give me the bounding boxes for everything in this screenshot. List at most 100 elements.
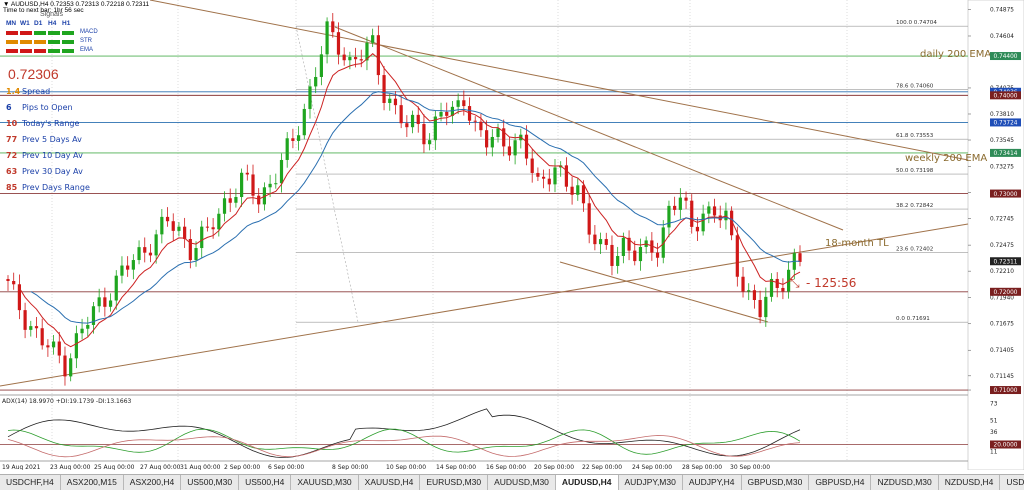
chart-tab[interactable]: EURUSD,M30: [420, 475, 489, 490]
candle-body: [673, 205, 677, 210]
timeframe-w1: W1: [20, 20, 30, 27]
candle-body: [194, 248, 198, 261]
info-row: 85 Prev Days Range: [6, 183, 90, 192]
info-row: 1.4 Spread: [6, 87, 50, 96]
chart-tab[interactable]: AUDJPY,H4: [683, 475, 742, 490]
price-tag: [990, 148, 1021, 157]
info-value: 6: [6, 103, 12, 112]
candle-body: [690, 200, 694, 227]
signal-bar: [6, 49, 18, 53]
candle-body: [165, 216, 170, 222]
chart-tab[interactable]: US500,M30: [181, 475, 240, 490]
time-axis-label: 20 Sep 00:00: [534, 464, 574, 470]
candle-body: [46, 345, 50, 348]
chart-tab[interactable]: ASX200,M15: [61, 475, 124, 490]
chart-tab[interactable]: AUDUSD,H4: [555, 475, 619, 490]
candle-body: [627, 237, 631, 251]
candle-body: [479, 121, 483, 131]
candle-body: [319, 54, 323, 77]
price-tag-label: 0.73724: [994, 121, 1018, 127]
candle-body: [336, 32, 341, 55]
candle-body: [610, 244, 614, 266]
chart-tab[interactable]: NZDUSD,H4: [939, 475, 1001, 490]
candle-body: [29, 326, 33, 330]
candle-body: [217, 213, 221, 230]
price-axis-label: 0.72475: [990, 243, 1014, 249]
candle-body: [137, 247, 141, 261]
price-tag: [990, 118, 1021, 127]
info-label: Today's Range: [22, 119, 80, 128]
chart-tab[interactable]: GBPUSD,M30: [742, 475, 810, 490]
chart-tab[interactable]: ASX200,H4: [124, 475, 182, 490]
info-row: 6 Pips to Open: [6, 103, 73, 112]
info-value: 10: [6, 119, 18, 128]
candle-body: [524, 134, 529, 159]
candle-body: [764, 296, 768, 318]
minus-di-line: [7, 435, 801, 458]
candle-body: [154, 234, 158, 256]
candle-body: [103, 297, 107, 307]
current-price: 0.72306: [8, 66, 59, 82]
info-label: Prev Days Range: [22, 183, 90, 192]
candle-body: [678, 197, 682, 210]
price-chart[interactable]: 100.0 0.74704 78.6 0.74060 61.8 0.73553 50.…: [0, 0, 1024, 471]
countdown-label: - 125:56: [806, 276, 856, 290]
candle-body: [251, 174, 255, 196]
signal-label: STR: [80, 38, 92, 44]
candle-body: [245, 172, 249, 175]
chart-tab[interactable]: NZDUSD,M30: [871, 475, 939, 490]
chart-tab[interactable]: USD: [1000, 475, 1024, 490]
candle-body: [371, 35, 375, 43]
chart-tab[interactable]: XAUUSD,M30: [291, 475, 359, 490]
channel-support-line: [559, 261, 769, 323]
price-tag: [990, 91, 1021, 100]
chart-tab[interactable]: AUDJPY,M30: [619, 475, 683, 490]
candle-body: [120, 265, 124, 276]
price-axis-label: 0.71405: [990, 348, 1014, 354]
candle-body: [450, 106, 455, 116]
candle-body: [23, 310, 27, 330]
price-tag-label: 0.72000: [994, 290, 1018, 296]
info-value: 1.4: [6, 87, 21, 96]
candle-body: [126, 265, 130, 270]
symbol-tab-bar: USDCHF,H4 ASX200,M15 ASX200,H4 US500,M30 US5…: [0, 474, 1024, 490]
candle-body: [12, 280, 16, 285]
candle-body: [416, 114, 420, 125]
chart-tab[interactable]: XAUUSD,H4: [359, 475, 421, 490]
bar-timer-line: Time to next bar: 1hr 56 sec: [3, 7, 84, 14]
candle-body: [63, 355, 67, 377]
chart-tab[interactable]: USDCHF,H4: [0, 475, 61, 490]
signals-title: Signals: [40, 11, 63, 18]
time-axis-label: 2 Sep 00:00: [224, 464, 260, 470]
candle-body: [775, 278, 779, 288]
candle-body: [348, 57, 352, 61]
candle-body: [707, 206, 711, 214]
candle-body: [51, 341, 56, 348]
candle-body: [114, 275, 118, 301]
info-row: 77 Prev 5 Days Av: [6, 135, 82, 144]
time-axis-label: 31 Aug 00:00: [180, 464, 221, 470]
chart-tab[interactable]: GBPUSD,H4: [809, 475, 872, 490]
candle-body: [17, 284, 21, 311]
time-axis-label: 16 Sep 00:00: [486, 464, 526, 470]
candle-body: [314, 76, 318, 87]
candle-body: [752, 290, 757, 300]
chart-tab[interactable]: US500,H4: [239, 475, 292, 490]
candle-body: [490, 136, 494, 148]
timeframe-mn: MN: [6, 20, 17, 27]
candle-body: [433, 116, 437, 141]
candle-body: [325, 21, 329, 55]
eighteen-month-tl-label: 18-month TL: [825, 238, 889, 249]
info-value: 72: [6, 151, 18, 160]
candle-body: [741, 276, 745, 292]
signal-bar: [6, 40, 18, 44]
candle-body: [359, 59, 363, 61]
candle-body: [240, 172, 244, 198]
time-axis-label: 27 Aug 00:00: [140, 464, 181, 470]
candle-body: [576, 185, 580, 195]
price-tag-label: 0.71000: [994, 388, 1018, 394]
candle-body: [547, 178, 551, 185]
candle-body: [296, 135, 301, 141]
chart-tab[interactable]: AUDUSD,M30: [488, 475, 556, 490]
chart-canvas[interactable]: 100.0 0.74704 78.6 0.74060 61.8 0.73553 50.…: [0, 0, 1024, 471]
